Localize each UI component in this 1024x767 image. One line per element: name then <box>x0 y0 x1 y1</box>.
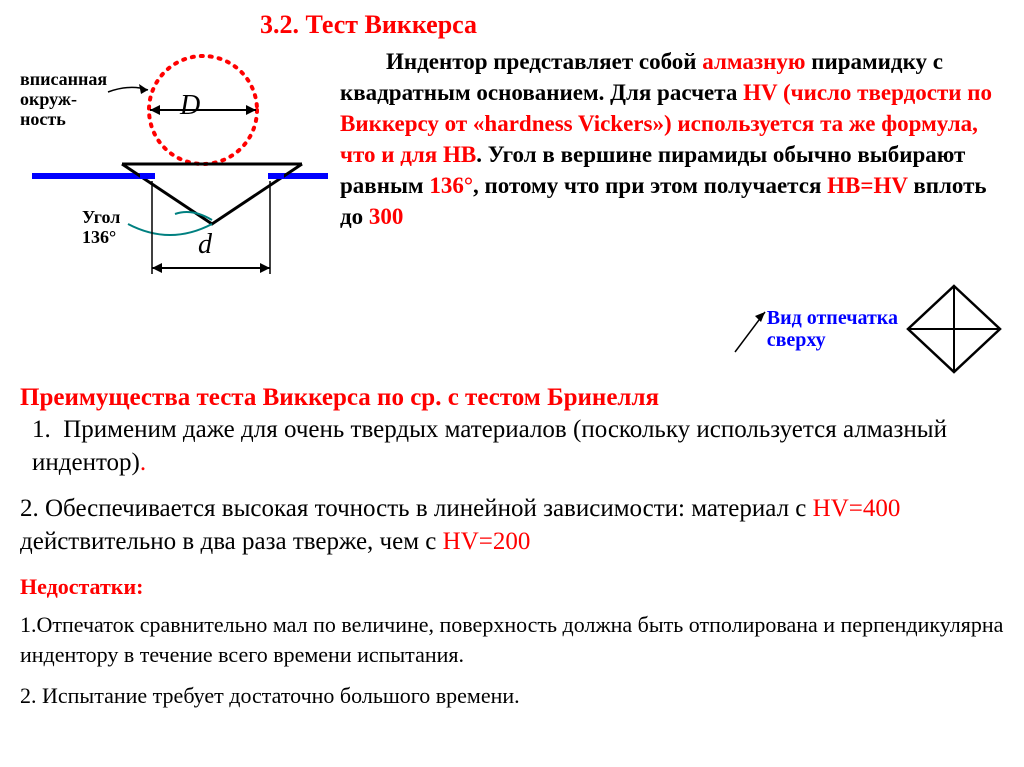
indenter-diagram: вписаннаяокруж-ность Угол136° D d <box>20 46 330 276</box>
label-angle: Угол136° <box>82 208 120 248</box>
advantages-header: Преимущества теста Виккерса по ср. с тес… <box>20 384 1004 412</box>
top-row: вписаннаяокруж-ность Угол136° D d Индент… <box>20 46 1004 276</box>
disadvantages-list: 1.Отпечаток сравнительно мал по величине… <box>20 610 1004 711</box>
advantage-item: 1. Применим даже для очень твердых матер… <box>20 414 1004 479</box>
top-view-row: Вид отпечаткасверху <box>20 282 1004 376</box>
description-paragraph: Индентор представляет собой алмазную пир… <box>340 46 1004 232</box>
advantage-item: 2. Обеспечивается высокая точность в лин… <box>20 493 1004 558</box>
label-inscribed-circle: вписаннаяокруж-ность <box>20 70 107 129</box>
label-big-d: D <box>180 90 200 122</box>
disadvantages-header: Недостатки: <box>20 574 1004 600</box>
label-small-d: d <box>198 229 212 261</box>
top-view-arrow <box>731 304 771 354</box>
top-view-label: Вид отпечаткасверху <box>767 307 898 351</box>
section-title: 3.2. Тест Виккерса <box>260 10 1004 40</box>
disadvantage-item: 2. Испытание требует достаточно большого… <box>20 681 1004 711</box>
advantages-list: 1. Применим даже для очень твердых матер… <box>20 414 1004 558</box>
top-view-diagram <box>904 282 1004 376</box>
disadvantage-item: 1.Отпечаток сравнительно мал по величине… <box>20 610 1004 669</box>
